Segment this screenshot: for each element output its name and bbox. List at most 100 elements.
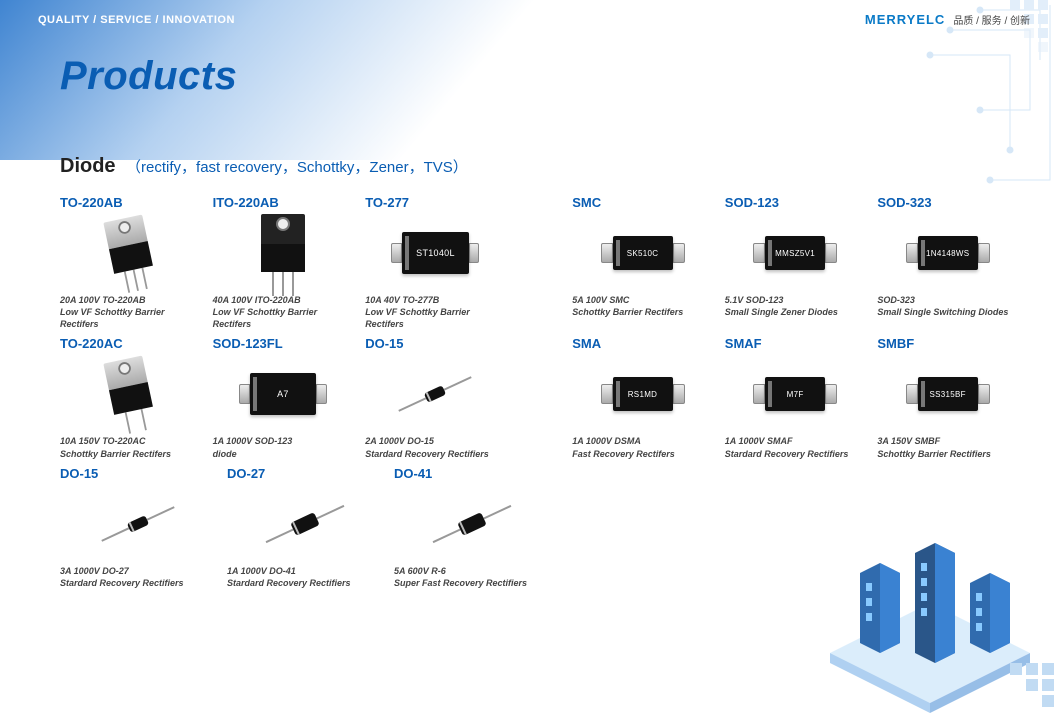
chip-label: ST1040L [416, 248, 455, 258]
product-desc: 5A 100V SMCSchottky Barrier Rectifers [572, 294, 713, 318]
product-cell: SOD-123 MMSZ5V1 5.1V SOD-123Small Single… [725, 195, 866, 330]
component-smd: SS315BF [904, 370, 992, 418]
component-image: 1N4148WS [877, 216, 1018, 290]
component-smd: ST1040L [391, 229, 479, 277]
lead-icon [391, 243, 402, 263]
wire-icon [101, 527, 129, 541]
product-cell: DO-15 3A 1000V DO-27Stardard Recovery Re… [60, 466, 215, 589]
chip-body: A7 [250, 373, 316, 415]
lead-icon [753, 243, 765, 263]
component-image [213, 216, 354, 290]
package-title: SOD-123FL [213, 336, 354, 351]
package-title: DO-15 [365, 336, 506, 351]
lead-icon [316, 384, 327, 404]
chip-label: SK510C [627, 249, 659, 258]
product-cell: DO-27 1A 1000V DO-41Stardard Recovery Re… [227, 466, 382, 589]
product-grid: TO-220AB 20A 100V TO-220ABLow VF Schottk… [60, 195, 1030, 595]
package-title: TO-277 [365, 195, 506, 210]
chip-body: SK510C [613, 236, 673, 270]
product-row: DO-15 3A 1000V DO-27Stardard Recovery Re… [60, 466, 1030, 589]
chip-label: A7 [277, 389, 289, 399]
lead-icon [978, 384, 990, 404]
product-cell: TO-277 ST1040L 10A 40V TO-277BLow VF Sch… [365, 195, 506, 330]
wire-icon [432, 529, 460, 543]
chip-label: MMSZ5V1 [775, 249, 815, 258]
component-smd: M7F [751, 370, 839, 418]
product-cell: ITO-220AB 40A 100V ITO-220ABLow VF Schot… [213, 195, 354, 330]
chip-body: SS315BF [918, 377, 978, 411]
component-image: SK510C [572, 216, 713, 290]
lead-icon [601, 243, 613, 263]
component-image [365, 357, 506, 431]
lead-icon [673, 384, 685, 404]
package-title: DO-15 [60, 466, 215, 481]
brand-name: MERRYELC [865, 12, 945, 27]
chip-body: 1N4148WS [918, 236, 978, 270]
lead-icon [239, 384, 250, 404]
chip-body: RS1MD [613, 377, 673, 411]
chip-label: SS315BF [930, 390, 966, 399]
diode-body [424, 386, 446, 404]
wire-icon [265, 529, 293, 543]
component-image [60, 216, 201, 290]
product-desc: 1A 1000V DO-41Stardard Recovery Rectifie… [227, 565, 382, 589]
diode-body [126, 515, 148, 533]
product-cell: SMA RS1MD 1A 1000V DSMAFast Recovery Rec… [572, 336, 713, 459]
package-title: SMBF [877, 336, 1018, 351]
package-title: SMAF [725, 336, 866, 351]
product-cell: SMC SK510C 5A 100V SMCSchottky Barrier R… [572, 195, 713, 330]
package-title: TO-220AB [60, 195, 201, 210]
product-desc: 1A 1000V SOD-123diode [213, 435, 354, 459]
package-title: DO-41 [394, 466, 549, 481]
brand-tagline: 品质 / 服务 / 创新 [953, 12, 1030, 27]
component-image [60, 357, 201, 431]
wire-icon [399, 398, 427, 412]
component-image [394, 487, 549, 561]
component-image: SS315BF [877, 357, 1018, 431]
component-axial [99, 502, 176, 545]
product-cell: TO-220AB 20A 100V TO-220ABLow VF Schottk… [60, 195, 201, 330]
package-title: ITO-220AB [213, 195, 354, 210]
component-smd: SK510C [599, 229, 687, 277]
product-cell: DO-15 2A 1000V DO-15Stardard Recovery Re… [365, 336, 506, 459]
product-cell: DO-41 5A 600V R-6Super Fast Recovery Rec… [394, 466, 549, 589]
product-desc: 1A 1000V SMAFStardard Recovery Rectifier… [725, 435, 866, 459]
package-title: SMA [572, 336, 713, 351]
heatsink-tab [261, 214, 305, 244]
wire-icon [444, 377, 472, 391]
product-row: TO-220AB 20A 100V TO-220ABLow VF Schottk… [60, 195, 1030, 330]
diode-body [457, 512, 486, 536]
component-image: MMSZ5V1 [725, 216, 866, 290]
component-axial [263, 499, 347, 548]
component-smd: 1N4148WS [904, 229, 992, 277]
product-desc: 1A 1000V DSMAFast Recovery Rectifers [572, 435, 713, 459]
product-desc: 5A 600V R-6Super Fast Recovery Rectifier… [394, 565, 549, 589]
product-desc: 20A 100V TO-220ABLow VF Schottky Barrier… [60, 294, 201, 330]
product-desc: 5.1V SOD-123Small Single Zener Diodes [725, 294, 866, 318]
chip-label: 1N4148WS [926, 249, 969, 258]
component-to220 [253, 214, 313, 292]
component-smd: MMSZ5V1 [751, 229, 839, 277]
page-title: Products [60, 54, 237, 99]
lead-icon [601, 384, 613, 404]
product-desc: 40A 100V ITO-220ABLow VF Schottky Barrie… [213, 294, 354, 330]
product-desc: 10A 40V TO-277BLow VF Schottky Barrier R… [365, 294, 506, 330]
product-desc: 10A 150V TO-220ACSchottky Barrier Rectif… [60, 435, 201, 459]
product-row: TO-220AC 10A 150V TO-220ACSchottky Barri… [60, 336, 1030, 459]
chip-body: ST1040L [402, 232, 468, 274]
product-desc: SOD-323Small Single Switching Diodes [877, 294, 1018, 318]
lead-icon [978, 243, 990, 263]
package-title: SOD-123 [725, 195, 866, 210]
wire-icon [146, 506, 174, 520]
chip-label: RS1MD [628, 390, 658, 399]
lead-icon [825, 243, 837, 263]
wire-icon [483, 505, 511, 519]
product-cell: TO-220AC 10A 150V TO-220ACSchottky Barri… [60, 336, 201, 459]
top-tagline: QUALITY / SERVICE / INNOVATION [38, 14, 235, 26]
lead-icon [753, 384, 765, 404]
mold-body [261, 244, 305, 272]
component-axial [430, 499, 514, 548]
package-title: DO-27 [227, 466, 382, 481]
product-desc: 2A 1000V DO-15Stardard Recovery Rectifie… [365, 435, 506, 459]
lead-icon [906, 243, 918, 263]
